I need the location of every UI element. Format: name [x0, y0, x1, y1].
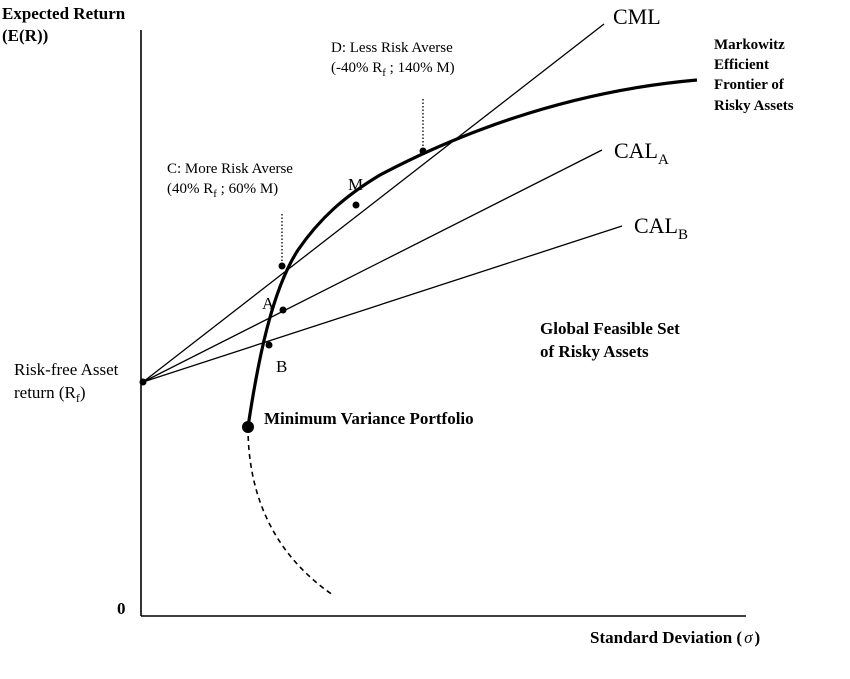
inefficient-frontier-curve — [247, 426, 334, 596]
point-b-label: B — [276, 357, 287, 376]
frontier-label-line2: Efficient — [714, 57, 769, 73]
cal-a-line — [142, 149, 603, 383]
cml-line — [142, 23, 605, 383]
cml-label: CML — [613, 4, 661, 29]
feasible-set-label-line1: Global Feasible Set — [540, 319, 680, 338]
point-b — [265, 341, 273, 349]
annotation-c-line1: C: More Risk Averse — [167, 161, 293, 177]
efficient-frontier-curve — [246, 78, 698, 428]
point-a-label: A — [262, 294, 275, 313]
feasible-set-label-line2: of Risky Assets — [540, 342, 649, 361]
cal-a-label: CALA — [614, 138, 669, 168]
annotation-c-line2: (40% Rf ; 60% M) — [167, 181, 278, 200]
x-axis-label: Standard Deviation (σ) — [590, 628, 760, 647]
y-axis-label-line2: (E(R)) — [2, 26, 48, 45]
point-a — [279, 306, 287, 314]
point-m-label: M — [348, 175, 363, 194]
annotation-d-line1: D: Less Risk Averse — [331, 40, 453, 56]
risk-free-label-line1: Risk-free Asset — [14, 360, 119, 379]
annotation-d-line2: (-40% Rf ; 140% M) — [331, 60, 455, 79]
point-d — [419, 147, 427, 155]
risk-free-label-line2: return (Rf) — [14, 383, 86, 405]
frontier-label-line1: Markowitz — [714, 37, 785, 53]
mvp-label: Minimum Variance Portfolio — [264, 409, 474, 428]
rf-point — [139, 378, 147, 386]
point-m — [352, 201, 360, 209]
cal-b-label: CALB — [634, 213, 688, 243]
point-c — [278, 262, 286, 270]
frontier-label-line3: Frontier of — [714, 77, 785, 93]
frontier-label-line4: Risky Assets — [714, 98, 794, 114]
origin-label: 0 — [117, 599, 126, 618]
y-axis-label-line1: Expected Return — [2, 4, 126, 23]
cal-b-line — [142, 225, 623, 383]
mvp-point — [242, 421, 254, 433]
